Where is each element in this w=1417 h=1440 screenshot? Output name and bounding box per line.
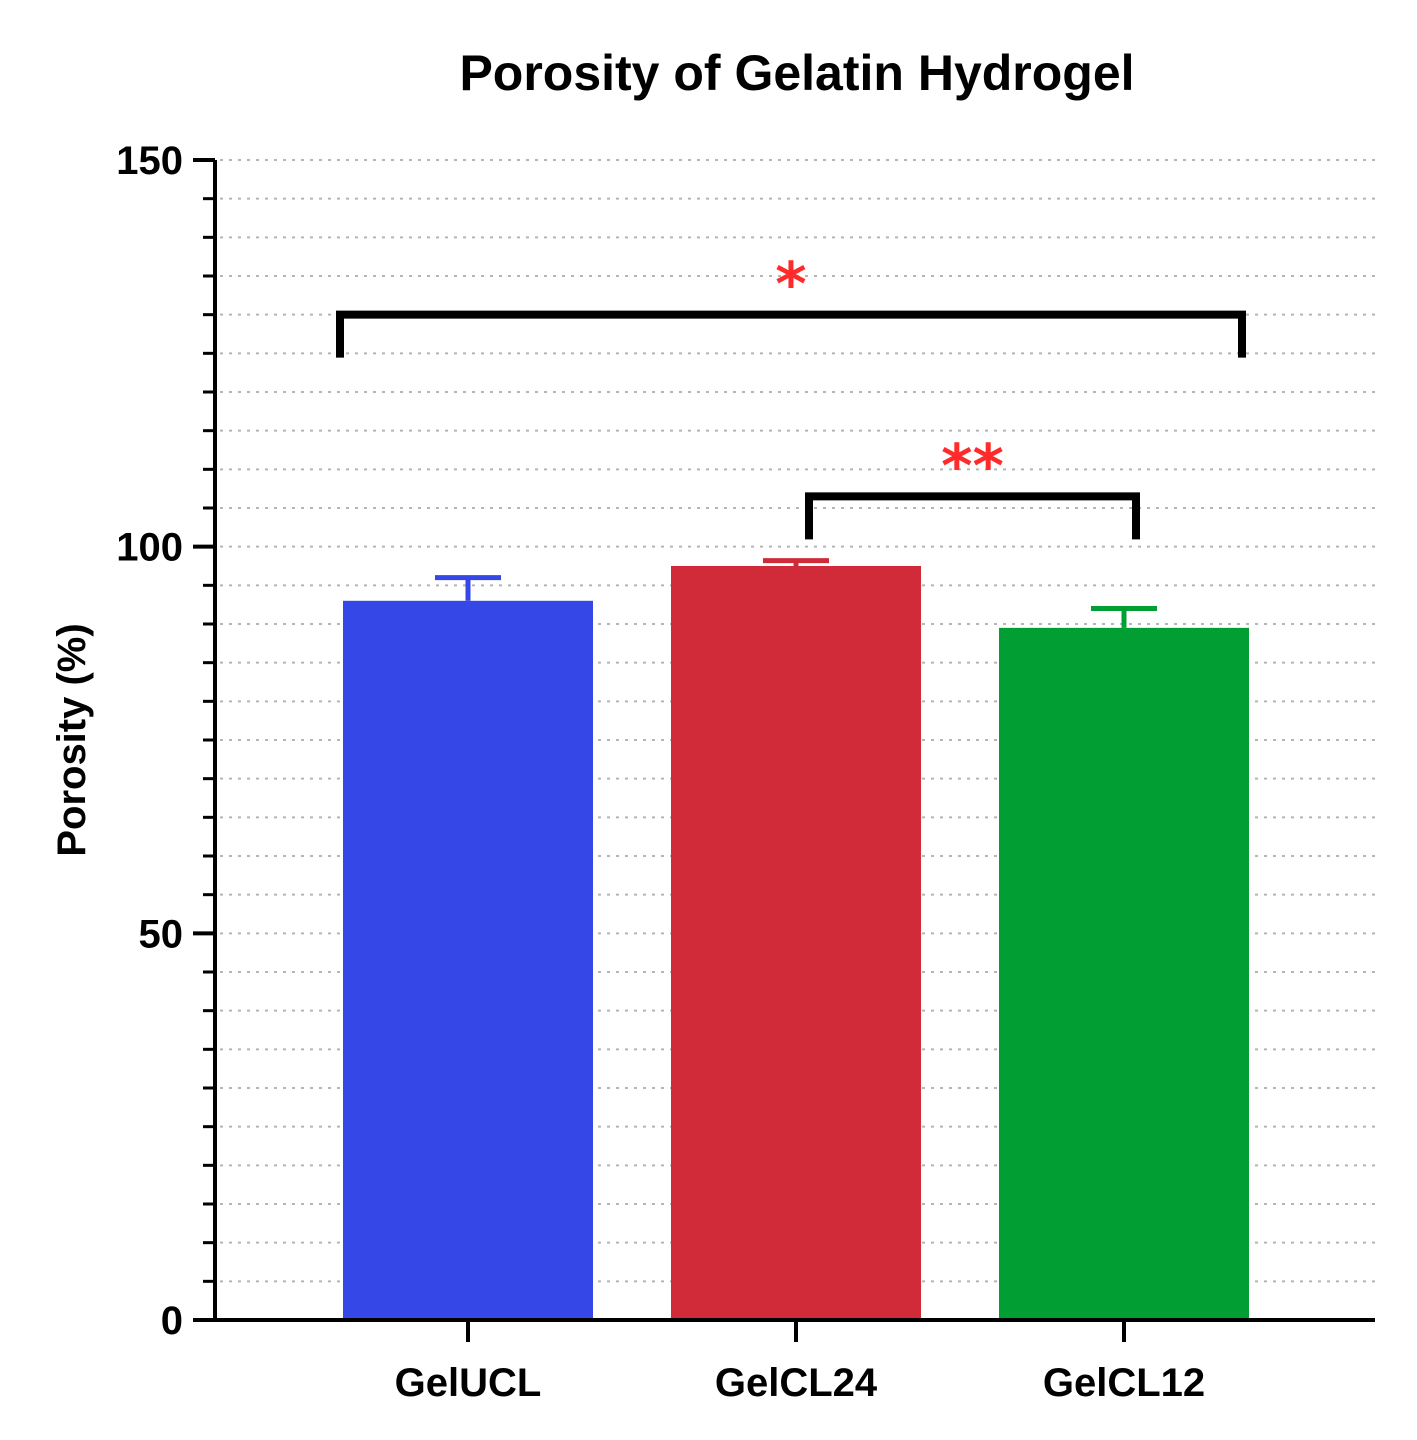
chart-title: Porosity of Gelatin Hydrogel <box>459 45 1134 101</box>
y-tick-label: 0 <box>161 1299 183 1343</box>
y-axis-label: Porosity (%) <box>50 623 94 856</box>
significance-brackets: *** <box>336 250 1246 540</box>
significance-label: ** <box>941 431 1004 501</box>
axes: 0 50 100 150 GelUCL GelCL24 GelCL12 <box>116 139 1375 1405</box>
y-tick-label: 150 <box>116 139 183 183</box>
y-tick-label: 100 <box>116 526 183 570</box>
significance-label: * <box>775 250 806 320</box>
x-tick-label: GelCL12 <box>1043 1361 1205 1405</box>
x-tick-label: GelUCL <box>395 1361 542 1405</box>
bar-gelcl12 <box>999 627 1249 1320</box>
x-tick-label: GelCL24 <box>715 1361 878 1405</box>
significance-bracket <box>336 310 1246 358</box>
bars <box>343 566 1249 1320</box>
error-bars <box>435 558 1157 628</box>
bar-gelcl24 <box>671 566 921 1320</box>
significance-bracket <box>805 492 1140 540</box>
bar-gelucl <box>343 600 593 1320</box>
y-tick-label: 50 <box>139 912 184 956</box>
